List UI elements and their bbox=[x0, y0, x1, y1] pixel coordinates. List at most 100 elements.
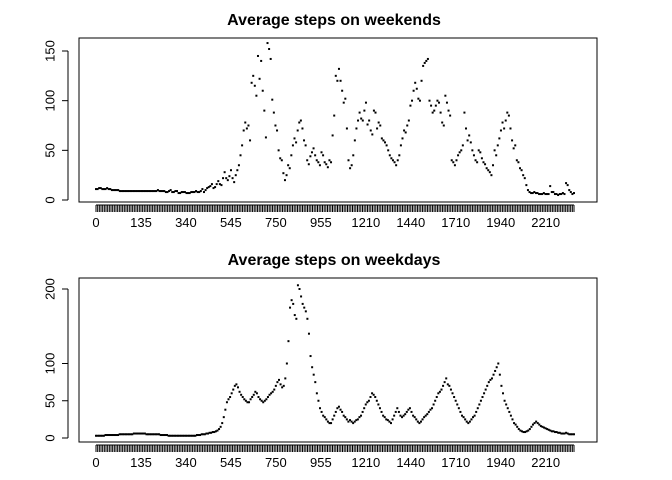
weekdays-data-point bbox=[303, 306, 306, 309]
weekends-data-point bbox=[474, 159, 477, 162]
weekends-y-tick-label: 50 bbox=[43, 143, 58, 157]
weekends-data-point bbox=[276, 129, 279, 132]
weekdays-data-point bbox=[251, 396, 254, 399]
weekends-data-point bbox=[277, 149, 280, 152]
weekends-data-point bbox=[557, 194, 560, 197]
weekends-data-point bbox=[129, 190, 132, 193]
weekdays-data-point bbox=[352, 422, 355, 425]
weekends-data-point bbox=[320, 151, 323, 154]
weekdays-data-point bbox=[431, 407, 434, 410]
weekends-data-point bbox=[541, 193, 544, 196]
weekdays-data-point bbox=[95, 434, 97, 437]
weekends-data-point bbox=[433, 109, 436, 112]
weekdays-data-point bbox=[136, 432, 139, 435]
weekdays-data-point bbox=[555, 431, 558, 434]
weekdays-data-point bbox=[274, 384, 277, 387]
weekdays-data-point bbox=[257, 396, 260, 399]
weekdays-data-point bbox=[224, 408, 227, 411]
weekends-data-point bbox=[355, 127, 358, 130]
weekdays-data-point bbox=[191, 434, 194, 437]
weekends-data-point bbox=[395, 164, 398, 167]
weekdays-data-point bbox=[311, 366, 314, 369]
weekends-data-point bbox=[530, 192, 533, 195]
weekends-data-point bbox=[463, 111, 466, 114]
weekdays-data-point bbox=[255, 392, 258, 395]
weekends-data-point bbox=[450, 159, 453, 162]
weekdays-data-point bbox=[487, 381, 490, 384]
weekdays-data-point bbox=[408, 407, 411, 410]
weekends-data-point bbox=[279, 157, 282, 160]
weekends-data-point bbox=[369, 129, 372, 132]
weekends-data-point bbox=[493, 149, 496, 152]
weekends-data-point bbox=[430, 104, 433, 107]
weekends-data-point bbox=[333, 114, 336, 117]
weekdays-data-point bbox=[101, 434, 104, 437]
weekdays-data-point bbox=[385, 418, 388, 421]
weekends-data-point bbox=[253, 84, 256, 87]
weekdays-x-tick-label: 750 bbox=[265, 455, 287, 470]
weekdays-data-point bbox=[184, 434, 187, 437]
weekends-data-point bbox=[118, 190, 121, 193]
weekdays-data-point bbox=[199, 434, 202, 437]
weekends-data-point bbox=[326, 166, 329, 169]
weekdays-data-point bbox=[129, 433, 132, 436]
weekdays-data-point bbox=[377, 403, 380, 406]
weekdays-data-point bbox=[230, 392, 233, 395]
weekdays-data-point bbox=[216, 429, 219, 432]
weekdays-data-point bbox=[112, 434, 115, 437]
weekdays-points bbox=[95, 284, 575, 437]
weekdays-data-point bbox=[263, 399, 266, 402]
weekdays-data-point bbox=[279, 383, 282, 386]
weekdays-data-point bbox=[124, 433, 127, 436]
weekdays-data-point bbox=[519, 429, 522, 432]
weekdays-data-point bbox=[462, 416, 465, 419]
weekdays-data-point bbox=[339, 408, 342, 411]
weekdays-data-point bbox=[456, 403, 459, 406]
weekdays-x-tick-label: 1440 bbox=[396, 455, 425, 470]
weekends-data-point bbox=[533, 191, 536, 194]
weekdays-data-point bbox=[478, 403, 481, 406]
weekdays-data-point bbox=[393, 414, 396, 417]
weekdays-data-point bbox=[421, 418, 424, 421]
weekends-x-tick-label: 340 bbox=[175, 215, 197, 230]
weekdays-data-point bbox=[364, 403, 367, 406]
weekends-data-point bbox=[168, 190, 171, 193]
weekends-data-point bbox=[234, 174, 237, 177]
weekdays-data-point bbox=[153, 433, 156, 436]
weekends-data-point bbox=[442, 124, 445, 127]
weekdays-data-point bbox=[341, 410, 344, 413]
weekends-data-point bbox=[225, 177, 228, 180]
weekends-data-point bbox=[283, 179, 286, 182]
weekends-data-point bbox=[295, 141, 298, 144]
weekdays-data-point bbox=[495, 366, 498, 369]
weekends-data-point bbox=[342, 101, 345, 104]
weekends-data-point bbox=[382, 139, 385, 142]
weekdays-data-point bbox=[238, 390, 241, 393]
weekends-data-point bbox=[542, 192, 545, 195]
weekends-data-point bbox=[523, 177, 526, 180]
weekends-data-point bbox=[179, 192, 182, 195]
weekdays-data-point bbox=[361, 410, 364, 413]
weekends-data-point bbox=[256, 54, 259, 57]
weekends-data-point bbox=[204, 189, 207, 192]
weekdays-data-point bbox=[386, 419, 389, 422]
weekends-data-point bbox=[180, 191, 183, 194]
weekdays-data-point bbox=[265, 398, 268, 401]
weekends-data-point bbox=[414, 81, 417, 84]
weekends-x-tick-label: 0 bbox=[92, 215, 99, 230]
weekends-data-point bbox=[336, 79, 339, 82]
weekdays-data-point bbox=[323, 416, 326, 419]
weekdays-data-point bbox=[479, 399, 482, 402]
weekends-x-tick-label: 2210 bbox=[531, 215, 560, 230]
weekdays-data-point bbox=[317, 399, 320, 402]
weekdays-data-point bbox=[270, 392, 273, 395]
weekends-data-point bbox=[407, 119, 410, 122]
weekends-data-point bbox=[476, 161, 479, 164]
weekends-data-point bbox=[137, 190, 140, 193]
weekends-data-point bbox=[485, 167, 488, 170]
weekdays-data-point bbox=[243, 398, 246, 401]
weekdays-data-point bbox=[188, 434, 191, 437]
weekdays-data-point bbox=[472, 416, 475, 419]
weekends-data-point bbox=[147, 190, 150, 193]
weekends-data-point bbox=[98, 187, 101, 190]
